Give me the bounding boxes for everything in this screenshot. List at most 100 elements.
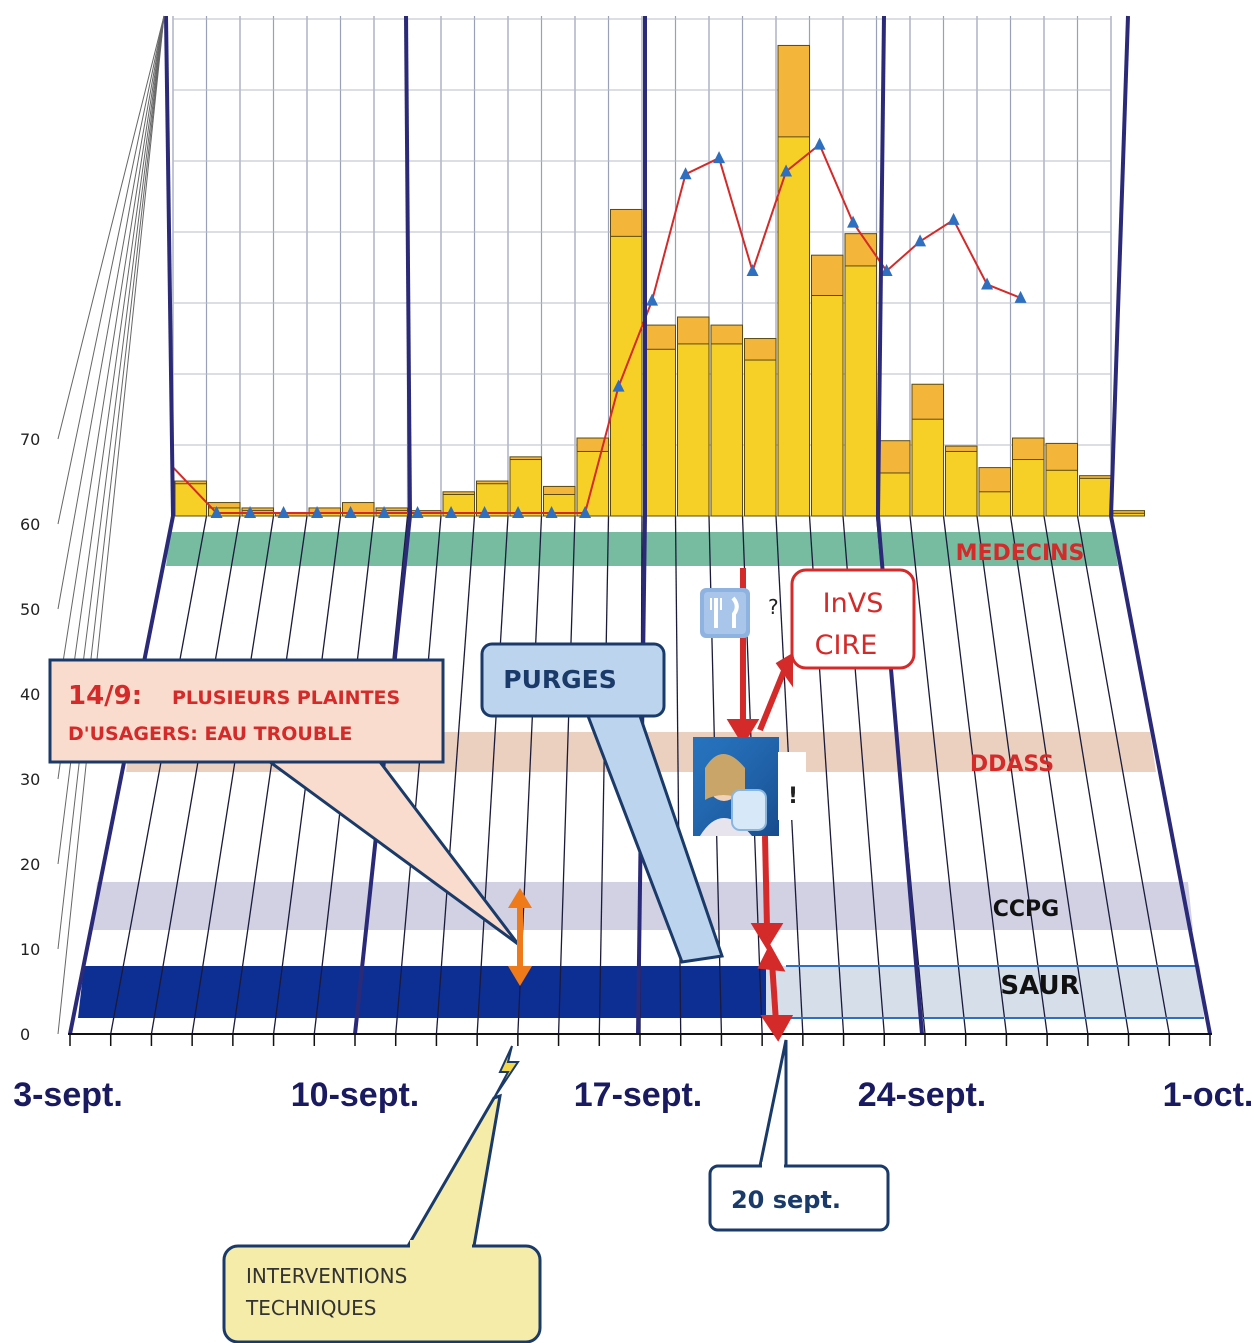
trend-marker [914, 234, 927, 247]
floor-grid-line [976, 515, 1048, 1035]
callout-complaints: 14/9: PLUSIEURS PLAINTES D'USAGERS: EAU … [48, 658, 520, 946]
saur-active-bar [78, 966, 766, 1018]
x-label-1-oct: 1-oct. [1163, 1076, 1254, 1114]
y-tick-label: 70 [20, 430, 40, 449]
callout-interventions-box [222, 1244, 542, 1343]
floor-grid-line [395, 515, 442, 1035]
floor-grid-line [435, 515, 476, 1035]
callout-interventions-line1: INTERVENTIONS [246, 1264, 407, 1288]
trend-marker [612, 379, 625, 392]
bar-lower [610, 235, 643, 517]
y-tick-label: 10 [20, 940, 40, 959]
callout-purges-box [480, 642, 666, 718]
trend-marker [445, 506, 458, 518]
floor-grid-line [150, 515, 241, 1035]
bar-lower [710, 343, 743, 517]
bar-lower [509, 459, 542, 517]
callout-20-sept-pointer [758, 1039, 788, 1168]
frame-back-10 [404, 15, 412, 517]
band-labels: MEDECINS DDASS CCPG SAUR [956, 541, 1085, 1001]
trend-marker [344, 506, 357, 518]
floor-grid-line [191, 515, 275, 1035]
callout-interventions-line2: TECHNIQUES [245, 1296, 376, 1320]
floor-grid-line [909, 515, 967, 1035]
trend-marker [210, 506, 223, 518]
orange-arrow-head-down [508, 966, 532, 986]
bar-lower [208, 507, 241, 517]
callout-interventions-gap [410, 1240, 472, 1250]
bar-lower [1045, 469, 1078, 517]
y-tick-label: 0 [20, 1025, 30, 1044]
red-arrow-head-3 [775, 652, 793, 688]
woman-water-photo [693, 737, 806, 836]
frame-back-left [164, 15, 175, 517]
callout-complaints-date: 14/9: [68, 681, 142, 711]
x-label-24-sept: 24-sept. [858, 1076, 987, 1114]
y-perspective-line [57, 15, 165, 780]
cire-label: CIRE [815, 630, 878, 661]
y-tick-label: 50 [20, 600, 40, 619]
y-axis: 0 10 20 30 40 50 60 70 [20, 15, 165, 1044]
y-tick-label: 30 [20, 770, 40, 789]
callout-interventions-pointer [405, 1093, 502, 1248]
floor-grid-line [232, 515, 308, 1035]
bar-lower [777, 136, 810, 517]
trend-marker [512, 506, 525, 518]
trend-marker [579, 506, 592, 518]
invs-cire-box: InVS CIRE [790, 568, 916, 670]
bar-lower [978, 491, 1011, 517]
trend-marker [981, 277, 994, 290]
trend-marker [244, 506, 257, 518]
frame-back-24 [876, 15, 886, 517]
band-label-ccpg: CCPG [993, 897, 1059, 922]
red-arrow-saur [769, 961, 779, 1023]
orange-arrow-head-up [508, 888, 532, 908]
y-tick-label: 40 [20, 685, 40, 704]
trend-marker [646, 293, 659, 306]
trend-marker [411, 506, 424, 518]
bar-lower [174, 483, 207, 517]
floor-grid-line [476, 515, 509, 1035]
bar-lower [744, 359, 777, 517]
trend-marker [713, 151, 726, 164]
bar-lower [1012, 459, 1045, 517]
bar-lower [878, 472, 911, 517]
callout-20-sept: 20 sept. [708, 1039, 890, 1232]
y-perspective-line [57, 15, 165, 610]
trend-marker [311, 506, 324, 518]
trend-marker [679, 167, 692, 180]
floor-grid-line [1009, 515, 1089, 1035]
callout-complaints-line1: PLUSIEURS PLAINTES [172, 687, 400, 709]
trend-marker [880, 264, 893, 276]
bar-lower [945, 450, 978, 517]
orange-double-arrow [508, 888, 532, 986]
lightning-icon [493, 1045, 520, 1099]
bar-lower [911, 418, 944, 517]
red-arrow-to-invs [757, 664, 789, 732]
y-tick-label: 20 [20, 855, 40, 874]
y-perspective-line [57, 15, 165, 1035]
bar-lower [476, 483, 509, 517]
trend-marker [378, 506, 391, 518]
bar-lower [844, 265, 877, 517]
red-arrow-head-4 [757, 943, 786, 972]
red-arrow-head-5 [760, 1015, 794, 1042]
x-label-3-sept: 3-sept. [13, 1076, 123, 1114]
red-arrow-ddass-ccpg [762, 835, 770, 929]
trend-marker [478, 506, 491, 518]
x-label-10-sept: 10-sept. [291, 1076, 420, 1114]
red-alert-arrows [726, 568, 794, 1042]
frame [68, 15, 1212, 1035]
trend-marker [746, 264, 759, 276]
callout-20-sept-gap [762, 1162, 784, 1170]
exclamation-mark: ! [788, 784, 798, 809]
bar-lower [677, 343, 710, 517]
frame-floor-right [1109, 515, 1212, 1035]
callout-20-sept-box [708, 1164, 890, 1232]
bar-lower [1112, 512, 1145, 517]
frame-back-right [1109, 15, 1130, 517]
trend-marker [1014, 290, 1027, 303]
callout-complaints-line2: D'USAGERS: EAU TROUBLE [68, 723, 352, 745]
frame-floor-left [68, 515, 175, 1035]
